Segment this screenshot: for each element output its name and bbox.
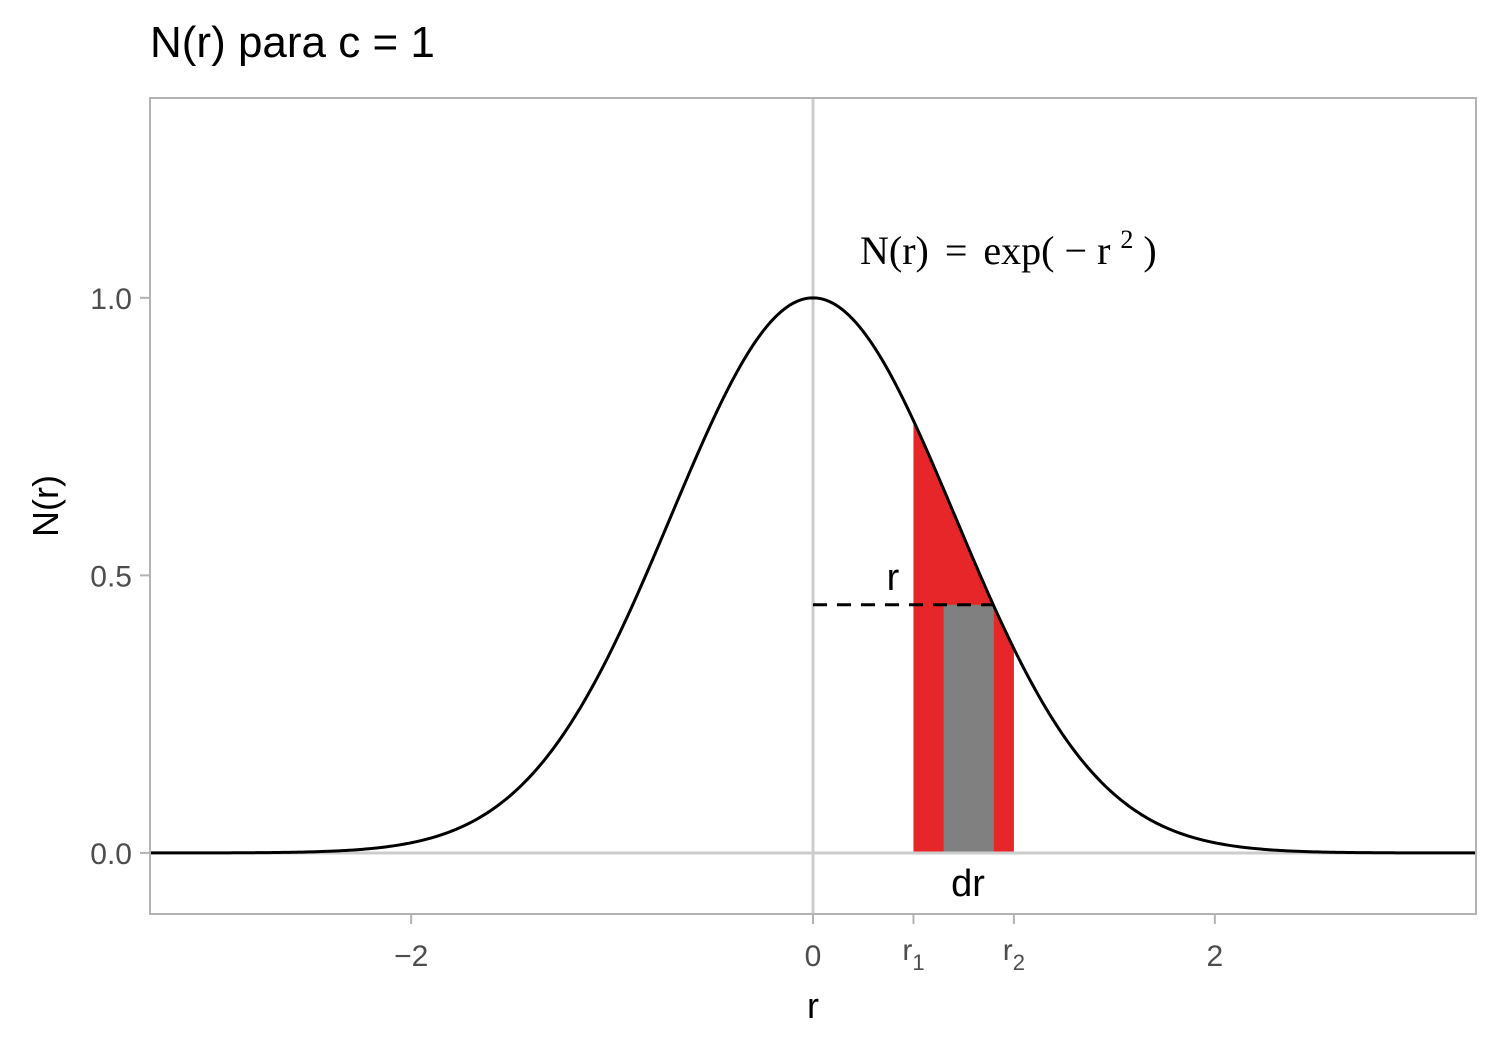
gray-shaded-bar — [943, 604, 994, 853]
formula-eq: = — [945, 228, 968, 273]
shaded-regions — [913, 420, 1014, 853]
y-axis-title: N(r) — [25, 475, 66, 537]
y-tick-label: 0.0 — [90, 838, 132, 871]
gaussian-curve-line — [150, 296, 1476, 855]
formula-annotation: N(r) = exp( − r 2 ) — [860, 212, 1157, 273]
formula-lhs: N(r) — [860, 228, 929, 273]
tick-base: r — [1003, 934, 1013, 967]
y-tick-label: 1.0 — [90, 283, 132, 316]
x-tick-label: 2 — [1206, 940, 1223, 973]
curve-layer — [150, 296, 1476, 855]
dr-annotation: dr — [951, 863, 985, 905]
tick-base: r — [902, 934, 912, 967]
tick-subscript: 1 — [912, 950, 924, 975]
x-ticks: −2 0 2r1 r2 — [394, 914, 1223, 975]
r-annotation: r — [887, 557, 900, 599]
y-ticks: 0.0 0.5 1.0 — [90, 283, 150, 871]
x-tick-label: r2 — [1003, 934, 1025, 975]
formula-r: r — [1097, 228, 1110, 273]
formula-exp: exp( — [983, 228, 1054, 273]
x-tick-label: r1 — [902, 934, 924, 975]
x-axis-title: r — [807, 985, 819, 1026]
chart-title: N(r) para c = 1 — [150, 18, 435, 67]
tick-subscript: 2 — [1013, 950, 1025, 975]
x-tick-label: 0 — [805, 940, 822, 973]
axis-lines — [150, 98, 1476, 914]
formula-pow: 2 — [1120, 225, 1133, 254]
y-tick-label: 0.5 — [90, 560, 132, 593]
formula-close: ) — [1143, 228, 1156, 273]
x-tick-label: −2 — [394, 940, 428, 973]
formula-minus: − — [1065, 228, 1088, 273]
